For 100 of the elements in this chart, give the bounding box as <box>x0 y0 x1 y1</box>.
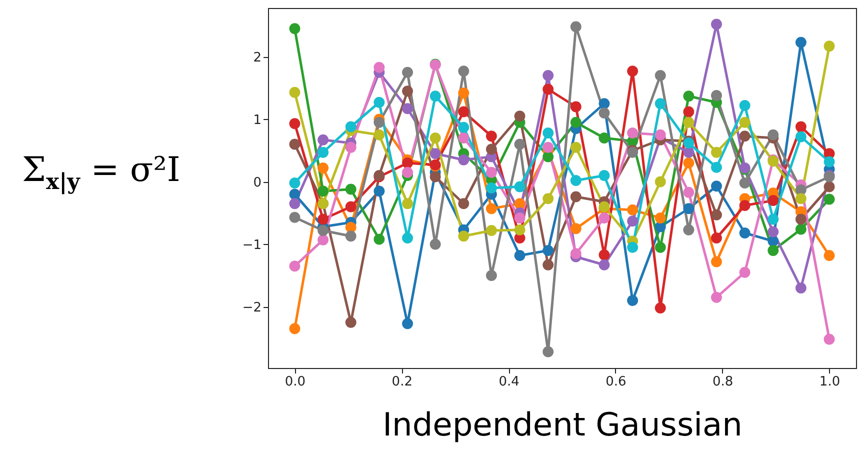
point <box>768 129 779 140</box>
point <box>824 40 835 52</box>
point <box>430 148 441 160</box>
point <box>654 98 666 110</box>
point <box>345 184 356 195</box>
point <box>711 146 722 158</box>
point <box>598 132 610 144</box>
point <box>486 144 497 155</box>
point <box>374 116 385 128</box>
point <box>318 134 329 146</box>
point <box>795 224 806 235</box>
point <box>374 186 385 197</box>
point <box>570 142 582 153</box>
point <box>683 203 694 214</box>
point <box>683 186 694 198</box>
point <box>739 116 750 128</box>
point <box>345 230 356 242</box>
point <box>795 214 806 225</box>
point <box>318 214 329 225</box>
point <box>570 175 582 186</box>
point <box>824 194 835 205</box>
point <box>711 209 722 220</box>
point <box>654 212 666 224</box>
point <box>374 96 385 108</box>
y-tick-label: 0 <box>253 175 262 190</box>
point <box>768 195 779 206</box>
point <box>542 245 554 256</box>
point <box>402 158 413 168</box>
point <box>486 225 497 236</box>
point <box>683 224 694 236</box>
point <box>824 250 835 261</box>
point <box>711 292 722 303</box>
point <box>458 230 470 242</box>
point <box>570 248 582 260</box>
point <box>824 156 835 168</box>
point <box>402 86 413 97</box>
point <box>402 198 413 210</box>
point <box>795 36 806 48</box>
point <box>598 108 610 118</box>
point <box>542 259 554 270</box>
point <box>627 216 638 227</box>
point <box>542 128 554 138</box>
point <box>374 234 385 245</box>
point <box>711 18 722 30</box>
y-tick-label: 1 <box>253 112 262 128</box>
point <box>768 245 779 256</box>
point <box>402 318 413 330</box>
y-tick-label: −1 <box>242 238 262 253</box>
point <box>514 212 526 224</box>
point <box>486 270 497 281</box>
point <box>627 295 638 306</box>
point <box>514 181 526 192</box>
point <box>430 238 441 250</box>
point <box>345 142 356 153</box>
point <box>514 224 526 236</box>
point <box>795 282 806 294</box>
point <box>289 178 300 188</box>
point <box>542 70 554 81</box>
point <box>570 116 582 128</box>
point <box>514 198 526 210</box>
point <box>514 138 526 150</box>
x-tick-label: 1.0 <box>819 374 840 390</box>
point <box>627 204 638 216</box>
point <box>795 193 806 204</box>
point <box>654 129 666 140</box>
point <box>486 182 497 194</box>
point <box>458 66 470 77</box>
point <box>430 132 441 144</box>
point <box>598 259 610 270</box>
point <box>598 249 610 260</box>
point <box>824 334 835 345</box>
point <box>402 166 413 178</box>
point <box>570 101 582 112</box>
point <box>289 188 300 200</box>
point <box>711 180 722 192</box>
point <box>542 84 554 95</box>
point <box>739 178 750 188</box>
point <box>430 90 441 102</box>
point <box>683 116 694 128</box>
point <box>514 250 526 261</box>
point <box>654 302 666 314</box>
point <box>683 106 694 118</box>
point <box>486 130 497 142</box>
point <box>289 23 300 34</box>
point <box>739 100 750 111</box>
x-tick-label: 0.0 <box>284 374 306 390</box>
point <box>570 21 582 32</box>
point <box>402 103 413 114</box>
point <box>345 121 356 132</box>
point <box>458 154 470 166</box>
point <box>458 122 470 133</box>
x-axis-title: Independent Gaussian <box>382 406 742 444</box>
point <box>654 176 666 188</box>
point <box>514 110 526 122</box>
point <box>654 70 666 81</box>
point <box>458 106 470 118</box>
point <box>570 191 582 202</box>
point <box>345 316 356 328</box>
point <box>768 226 779 238</box>
y-tick-label: −2 <box>242 300 262 316</box>
